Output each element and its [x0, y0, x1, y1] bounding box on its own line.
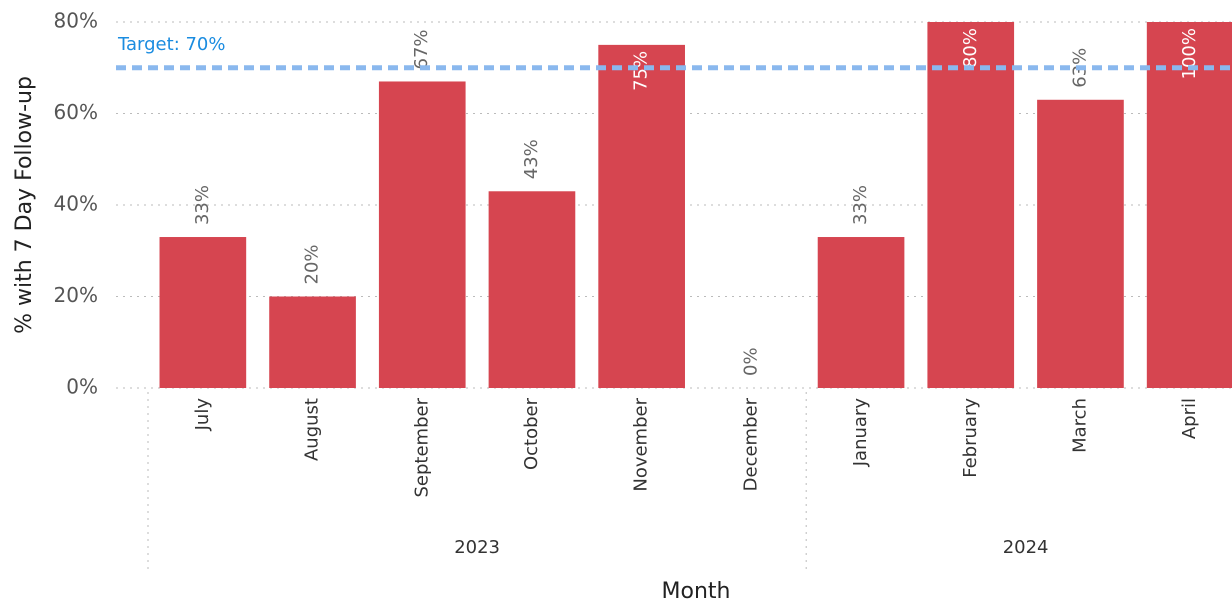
x-tick-label: August — [302, 398, 323, 461]
x-tick-label: November — [631, 397, 652, 491]
y-tick-label: 80% — [54, 9, 98, 33]
bar — [488, 191, 576, 388]
y-tick-label: 40% — [54, 192, 98, 216]
y-tick-label: 20% — [54, 283, 98, 307]
value-label: 0% — [740, 347, 761, 376]
x-tick-label: April — [1179, 398, 1200, 439]
bar — [817, 237, 905, 388]
year-label: 2024 — [1003, 537, 1049, 558]
y-axis-title: % with 7 Day Follow-up — [12, 76, 37, 334]
plot-area — [159, 22, 1232, 388]
value-label: 20% — [302, 244, 323, 284]
value-label: 80% — [960, 28, 981, 68]
bar — [378, 81, 466, 388]
value-label: 100% — [1179, 28, 1200, 79]
x-tick-label: December — [740, 397, 761, 491]
y-tick-label: 60% — [54, 100, 98, 124]
value-label: 43% — [521, 139, 542, 179]
bar — [269, 296, 356, 388]
bar — [1146, 22, 1232, 388]
year-label: 2023 — [454, 537, 500, 558]
bar — [927, 22, 1015, 388]
value-label: 33% — [850, 185, 871, 225]
y-tick-label: 0% — [66, 375, 98, 399]
x-tick-label: September — [411, 397, 432, 497]
x-tick-label: October — [521, 397, 542, 470]
x-axis-title: Month — [662, 579, 731, 604]
target-label: Target: 70% — [117, 34, 225, 55]
bar — [598, 44, 685, 388]
value-label: 67% — [411, 29, 432, 69]
bar — [1037, 99, 1124, 388]
x-tick-label: February — [960, 398, 981, 478]
x-tick-label: January — [850, 398, 871, 468]
value-label: 33% — [192, 185, 213, 225]
value-label: 75% — [631, 51, 652, 91]
x-tick-label: July — [192, 398, 213, 432]
bar — [159, 237, 247, 388]
x-tick-label: March — [1069, 398, 1090, 453]
